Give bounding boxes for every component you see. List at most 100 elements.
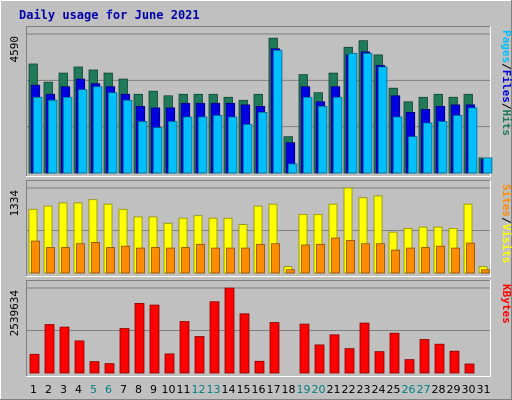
legend-entry-hits-files-pages-2: Files	[500, 70, 512, 103]
bar-kbytes-day-23	[359, 322, 370, 374]
legend-entry-hits-files-pages-3: /	[500, 103, 512, 110]
day-label-11: 11	[177, 383, 191, 396]
day-label-3: 3	[60, 383, 67, 396]
ymax-label-visits-sites: 1334	[8, 190, 21, 217]
bar-kbytes-day-30	[464, 363, 475, 374]
bar-pages-day-25	[392, 116, 403, 174]
day-label-2: 2	[45, 383, 52, 396]
legend-entry-hits-files-pages-4: Hits	[500, 110, 512, 137]
bar-pages-day-11	[182, 116, 193, 174]
bar-kbytes-day-19	[299, 323, 310, 374]
bar-sites-day-12	[196, 243, 205, 274]
bar-pages-day-14	[227, 116, 238, 174]
bar-kbytes-day-26	[404, 359, 415, 374]
bar-sites-day-1	[31, 240, 40, 274]
bar-kbytes-day-29	[449, 350, 460, 374]
day-label-20: 20	[312, 383, 326, 396]
day-label-8: 8	[135, 383, 142, 396]
day-label-4: 4	[75, 383, 82, 396]
bar-sites-day-6	[106, 247, 115, 274]
ymax-label-kbytes: 2539634	[8, 290, 21, 337]
day-label-27: 27	[417, 383, 431, 396]
bar-pages-day-2	[48, 99, 58, 174]
bar-sites-day-29	[451, 247, 460, 274]
day-label-12: 12	[192, 383, 206, 396]
bar-sites-day-15	[241, 247, 250, 274]
day-label-17: 17	[267, 383, 281, 396]
day-label-9: 9	[150, 383, 157, 396]
day-label-25: 25	[387, 383, 401, 396]
bar-pages-day-16	[257, 112, 268, 174]
bar-pages-day-7	[123, 99, 133, 174]
day-label-13: 13	[207, 383, 221, 396]
bar-kbytes-day-7	[119, 328, 130, 374]
bar-sites-day-10	[166, 247, 175, 274]
bar-pages-day-9	[152, 127, 163, 174]
bar-sites-day-28	[436, 245, 445, 274]
bar-sites-day-7	[121, 245, 130, 274]
bar-pages-day-15	[242, 124, 253, 174]
legend-entry-visits-sites-1: /	[500, 217, 512, 224]
day-label-16: 16	[252, 383, 266, 396]
day-label-22: 22	[342, 383, 356, 396]
bar-pages-day-26	[407, 136, 418, 174]
bar-pages-day-31	[482, 157, 493, 174]
bar-kbytes-day-13	[209, 301, 220, 374]
bar-sites-day-17	[271, 243, 280, 274]
bar-sites-day-4	[76, 243, 85, 274]
bar-kbytes-day-25	[389, 332, 400, 374]
panel-kbytes: 2539634 KBytes	[8, 280, 512, 377]
bar-pages-day-27	[422, 122, 433, 174]
legend-visits-sites: Sites/Visits	[500, 184, 512, 264]
bar-sites-day-20	[316, 243, 325, 274]
bar-pages-day-28	[437, 121, 448, 174]
bar-kbytes-day-5	[89, 361, 100, 374]
bar-pages-day-19	[302, 96, 313, 174]
bar-kbytes-day-27	[419, 339, 430, 374]
bar-kbytes-day-3	[59, 326, 70, 374]
chart-title: Daily usage for June 2021	[19, 8, 200, 22]
bar-pages-day-22	[347, 53, 358, 174]
bar-sites-day-9	[151, 247, 160, 274]
bar-kbytes-day-11	[179, 321, 190, 374]
day-label-1: 1	[30, 383, 37, 396]
bar-kbytes-day-10	[164, 353, 175, 374]
bar-pages-day-18	[287, 163, 298, 174]
bar-sites-day-3	[61, 247, 70, 274]
bar-pages-day-5	[93, 86, 103, 174]
bar-sites-day-5	[91, 241, 100, 274]
bar-kbytes-day-24	[374, 351, 385, 374]
bar-pages-day-8	[137, 121, 148, 174]
bar-pages-day-1	[33, 96, 43, 174]
bar-sites-day-8	[136, 247, 145, 274]
bar-sites-day-16	[256, 243, 265, 274]
bar-sites-day-31	[481, 269, 490, 274]
day-label-5: 5	[90, 383, 97, 396]
bar-sites-day-19	[301, 244, 310, 274]
bar-pages-day-24	[377, 66, 388, 174]
bar-kbytes-day-6	[104, 363, 115, 374]
bar-sites-day-2	[46, 247, 55, 274]
bar-kbytes-day-2	[44, 324, 55, 374]
day-labels: 1 2 3 4 5 6 7 8 9 10 11 12 13 14 15 16 17 18 19 20 21 22 23 24 2…	[30, 383, 491, 396]
day-label-24: 24	[372, 383, 386, 396]
bar-kbytes-day-16	[254, 360, 265, 374]
bar-pages-day-17	[272, 50, 283, 174]
legend-entry-hits-files-pages-0: Pages	[500, 30, 512, 63]
bar-pages-day-23	[362, 53, 373, 174]
panel-hits-files-pages: 4590 Pages/Files/Hits	[8, 26, 512, 177]
bar-sites-day-14	[226, 247, 235, 274]
bar-kbytes-day-20	[314, 344, 325, 374]
bar-kbytes-day-4	[74, 340, 85, 374]
bar-kbytes-day-12	[194, 336, 205, 374]
bar-kbytes-day-22	[344, 348, 355, 374]
bar-sites-day-27	[421, 247, 430, 274]
day-label-29: 29	[447, 383, 461, 396]
day-label-26: 26	[402, 383, 416, 396]
bar-pages-day-10	[167, 121, 178, 174]
day-label-21: 21	[327, 383, 341, 396]
bar-kbytes-day-28	[434, 343, 445, 374]
day-label-14: 14	[222, 383, 236, 396]
day-label-10: 10	[162, 383, 176, 396]
bar-sites-day-24	[376, 243, 385, 274]
